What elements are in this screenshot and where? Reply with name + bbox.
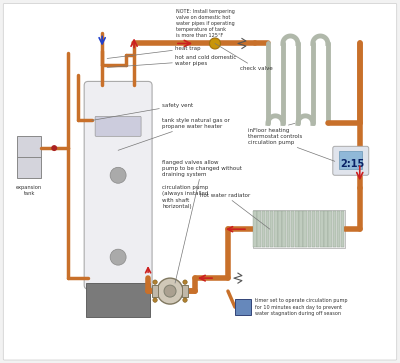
Circle shape xyxy=(183,298,187,302)
Circle shape xyxy=(157,278,183,304)
Text: NOTE: Install tempering
valve on domestic hot
water pipes if operating
temperatu: NOTE: Install tempering valve on domesti… xyxy=(176,9,235,38)
Circle shape xyxy=(110,249,126,265)
Bar xyxy=(337,211,340,247)
Bar xyxy=(316,211,320,247)
Bar xyxy=(253,210,345,248)
FancyBboxPatch shape xyxy=(84,81,152,289)
Text: hot water radiator: hot water radiator xyxy=(200,193,270,229)
Bar xyxy=(312,211,315,247)
Text: circulation pump
(always installed
with shaft
horizontal): circulation pump (always installed with … xyxy=(162,185,208,209)
FancyBboxPatch shape xyxy=(333,146,369,175)
Bar xyxy=(17,136,41,178)
Text: tank style natural gas or
propane water heater: tank style natural gas or propane water … xyxy=(118,118,230,150)
Bar xyxy=(332,211,336,247)
Bar xyxy=(274,211,278,247)
Bar xyxy=(295,211,298,247)
Circle shape xyxy=(110,167,126,183)
Bar xyxy=(282,211,286,247)
Circle shape xyxy=(210,38,220,49)
Bar xyxy=(182,285,188,297)
Circle shape xyxy=(164,285,176,297)
Circle shape xyxy=(183,280,187,284)
Text: expansion
tank: expansion tank xyxy=(16,185,42,196)
Bar xyxy=(278,211,282,247)
Text: hot and cold domestic
water pipes: hot and cold domestic water pipes xyxy=(107,55,236,68)
Text: flanged valves allow
pump to be changed without
draining system: flanged valves allow pump to be changed … xyxy=(162,160,242,283)
Bar xyxy=(270,211,274,247)
Bar xyxy=(253,211,257,247)
Bar xyxy=(324,211,328,247)
Bar xyxy=(308,211,311,247)
Bar xyxy=(152,285,158,297)
Bar xyxy=(303,211,307,247)
Circle shape xyxy=(51,145,57,151)
Bar xyxy=(320,211,324,247)
Bar xyxy=(328,211,332,247)
Bar xyxy=(291,211,294,247)
FancyBboxPatch shape xyxy=(95,117,141,136)
Text: safety vent: safety vent xyxy=(92,103,193,121)
Text: heat trap: heat trap xyxy=(107,46,201,58)
Bar xyxy=(262,211,265,247)
Text: 2:15: 2:15 xyxy=(340,159,364,169)
Bar xyxy=(266,211,269,247)
Bar xyxy=(235,299,251,315)
Text: timer set to operate circulation pump
for 10 minutes each day to prevent
water s: timer set to operate circulation pump fo… xyxy=(255,298,348,316)
Text: inFloor heating: inFloor heating xyxy=(248,123,295,133)
Bar xyxy=(341,211,344,247)
Bar xyxy=(257,211,261,247)
Bar xyxy=(86,283,150,317)
Text: thermostat controls
circulation pump: thermostat controls circulation pump xyxy=(248,134,335,161)
Circle shape xyxy=(153,298,157,302)
Bar xyxy=(339,151,362,169)
FancyBboxPatch shape xyxy=(3,4,397,360)
Bar xyxy=(299,211,303,247)
Bar xyxy=(287,211,290,247)
Text: check valve: check valve xyxy=(215,44,273,71)
Circle shape xyxy=(153,280,157,284)
